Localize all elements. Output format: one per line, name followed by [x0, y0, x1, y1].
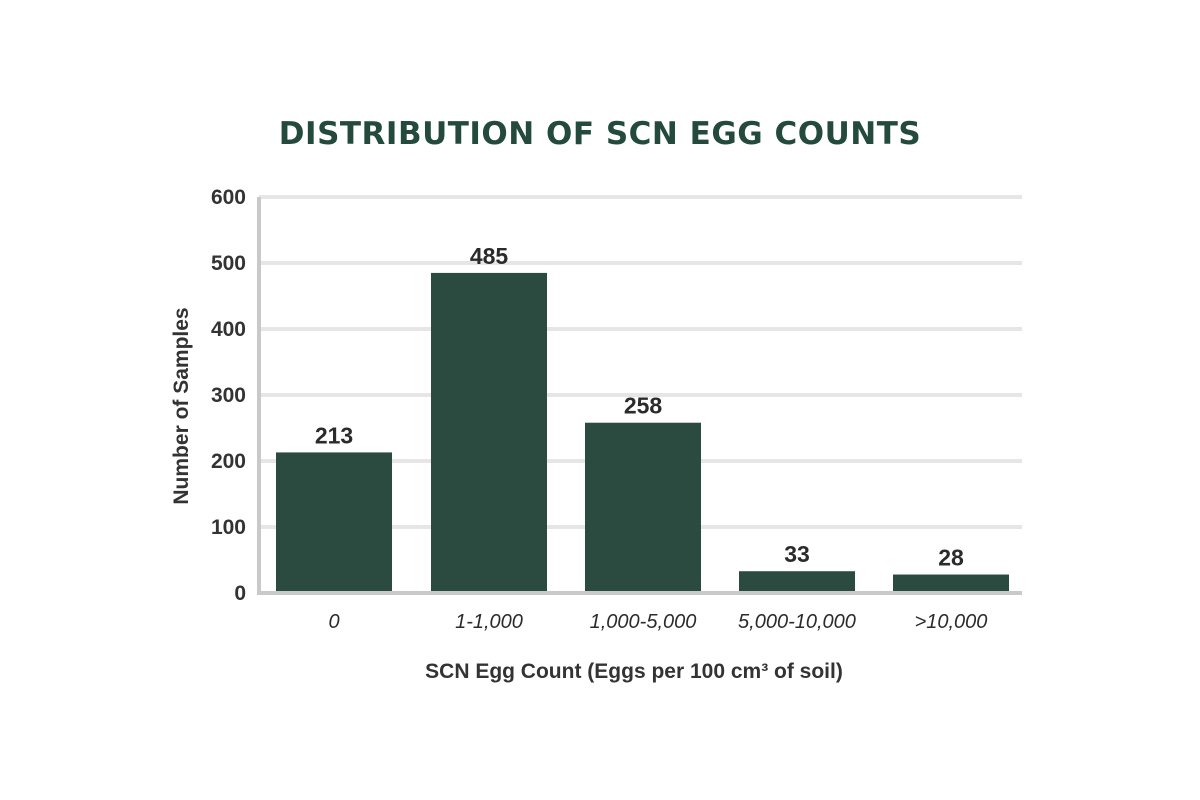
y-tick-label: 400	[211, 318, 246, 341]
bar-4	[893, 574, 1009, 593]
bars	[276, 272, 1009, 593]
bar-value-label: 485	[470, 243, 509, 269]
bar-value-label: 33	[784, 541, 810, 567]
bar-2	[585, 422, 701, 593]
bar-0	[276, 452, 392, 593]
y-tick-label: 0	[234, 582, 246, 605]
y-tick-label: 600	[211, 186, 246, 209]
bar-value-label: 28	[938, 545, 964, 571]
bar-value-label: 258	[624, 393, 663, 419]
y-tick-label: 300	[211, 384, 246, 407]
y-tick-label: 500	[211, 252, 246, 275]
y-axis-ticks: 0 100 200 300 400 500 600	[211, 186, 246, 605]
x-category-label: 1-1,000	[455, 611, 523, 633]
y-tick-label: 200	[211, 450, 246, 473]
x-category-label: >10,000	[915, 611, 988, 633]
x-category-label: 5,000-10,000	[738, 611, 856, 633]
x-axis-title: SCN Egg Count (Eggs per 100 cm³ of soil)	[425, 660, 843, 683]
chart-title: DISTRIBUTION OF SCN EGG COUNTS	[278, 116, 922, 152]
bar-value-label: 213	[315, 422, 353, 448]
data-labels: 213 485 258 33 28	[315, 243, 964, 571]
x-category-label: 1,000-5,000	[590, 611, 697, 633]
x-category-label: 0	[328, 611, 339, 633]
y-axis-title: Number of Samples	[170, 307, 193, 504]
axes	[257, 197, 1022, 595]
x-axis-categories: 0 1-1,000 1,000-5,000 5,000-10,000 >10,000	[328, 611, 987, 633]
bar-3	[739, 571, 855, 593]
y-tick-label: 100	[211, 516, 246, 539]
bar-1	[431, 272, 547, 593]
